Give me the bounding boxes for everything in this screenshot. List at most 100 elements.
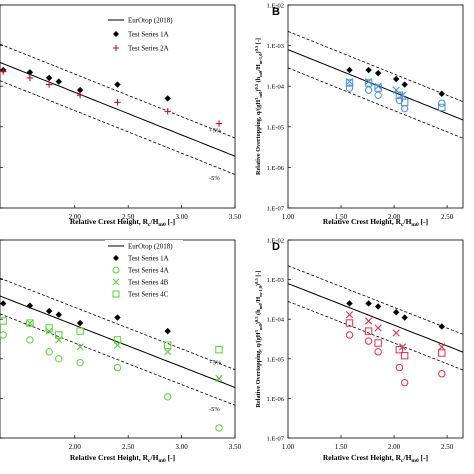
plot-area: [288, 265, 463, 387]
band-label-lower: -5%: [209, 175, 220, 182]
y-tick-label: 1.E-03: [266, 43, 284, 50]
x-tick-label: 2.00: [69, 443, 82, 451]
data-point: [374, 82, 382, 90]
data-point: [215, 424, 223, 432]
x-tick-label: 3.50: [229, 213, 242, 221]
data-point: [0, 68, 7, 75]
data-point: [164, 341, 172, 349]
upper-band-curve: [0, 277, 235, 371]
legend-label: Test Series 4B: [128, 279, 169, 287]
y-tick-label: 1.E-07: [266, 436, 284, 443]
data-point: [374, 69, 382, 77]
data-point: [0, 300, 7, 307]
data-point: [55, 311, 62, 318]
data-point: [0, 317, 7, 325]
plot-area: [0, 277, 235, 432]
eurotop-curve: [0, 295, 235, 388]
data-point: [26, 336, 34, 344]
plot-area: [0, 43, 235, 175]
data-point: [395, 363, 404, 372]
x-tick-label: 2.50: [441, 213, 454, 221]
data-point: [438, 323, 445, 330]
data-point: [45, 324, 53, 332]
legend-label: Test Series 4A: [128, 267, 169, 275]
data-point: [76, 86, 84, 94]
y-tick-label: 1.E-05: [266, 356, 284, 363]
data-point: [401, 81, 408, 88]
y-axis-label: Relative Overtopping, q/(gH3m0)0.5 (hm0/…: [254, 271, 263, 408]
plot-frame: [287, 4, 464, 209]
x-tick-label: 2.00: [388, 213, 401, 221]
series-1: [0, 300, 171, 335]
data-point: [345, 79, 354, 87]
data-point: [76, 92, 84, 99]
data-point: [26, 319, 34, 327]
data-point: [365, 300, 372, 307]
panel-letter: D: [272, 241, 280, 253]
x-tick-label: 2.50: [441, 443, 454, 451]
data-point: [374, 91, 382, 99]
plot-frame: [0, 4, 236, 209]
y-tick-label: 1.E-04: [266, 84, 284, 91]
data-point: [364, 86, 373, 94]
data-point: [364, 79, 373, 87]
lower-band-curve: [288, 67, 463, 139]
data-point: [400, 104, 409, 113]
legend-label: EurOtop (2018): [128, 17, 173, 25]
data-point: [164, 327, 171, 335]
data-point: [113, 363, 122, 372]
x-axis-label: Relative Crest Height, Rc/Hm0 [-]: [70, 453, 175, 464]
data-point: [164, 348, 172, 356]
data-point: [26, 69, 34, 76]
x-tick-label: 3.00: [175, 443, 188, 451]
x-tick-label: 2.50: [122, 213, 135, 221]
data-point: [365, 66, 372, 74]
data-point: [114, 99, 121, 106]
plot-area: [288, 31, 463, 139]
x-axis-label: Relative Crest Height, Rc/Hm0 [-]: [323, 217, 428, 228]
data-point: [164, 108, 171, 115]
data-point: [26, 302, 34, 309]
data-point: [392, 75, 400, 83]
data-point: [45, 348, 53, 356]
x-tick-label: 2.00: [388, 443, 401, 451]
legend: EurOtop (2018) Test Series 1A Test Series …: [105, 14, 183, 58]
data-point: [26, 74, 34, 82]
x-tick-label: 1.00: [282, 443, 295, 451]
data-point: [400, 351, 409, 360]
data-point: [345, 311, 354, 319]
data-point: [395, 96, 404, 104]
legend-box: [105, 240, 183, 302]
data-point: [400, 378, 409, 387]
data-point: [0, 331, 7, 339]
x-tick-label: 2.50: [122, 443, 135, 451]
chart-panel-1: 2.00 2.50 3.00 3.50 +5% -5% EurOtop (2018) Test…: [0, 4, 242, 228]
y-tick-label: 1.E-02: [266, 238, 284, 245]
eurotop-curve: [288, 283, 463, 353]
series-2: [0, 68, 223, 127]
marker-cross: [112, 278, 120, 286]
lower-band-curve: [0, 80, 235, 175]
y-tick-label: 1.E-06: [266, 396, 284, 403]
data-point: [438, 99, 446, 107]
data-point: [114, 81, 121, 88]
lower-band-curve: [288, 301, 463, 371]
plot-frame: [287, 239, 464, 439]
data-point: [26, 319, 34, 327]
data-point: [438, 349, 446, 357]
data-point: [215, 374, 223, 382]
x-axis-label: Relative Crest Height, Rc/Hm0 [-]: [323, 453, 428, 464]
data-point: [164, 95, 171, 102]
marker-circle: [112, 266, 120, 274]
legend-label: Test Series 1A: [128, 31, 169, 39]
eurotop-curve: [0, 61, 235, 157]
y-tick-label: 1.E-04: [266, 317, 284, 324]
upper-band-curve: [0, 43, 235, 139]
band-label-lower: -5%: [209, 406, 220, 413]
data-point: [114, 314, 121, 321]
data-point: [45, 81, 53, 88]
data-point: [365, 77, 373, 86]
legend-label: Test Series 2A: [128, 45, 169, 53]
data-point: [346, 300, 353, 307]
